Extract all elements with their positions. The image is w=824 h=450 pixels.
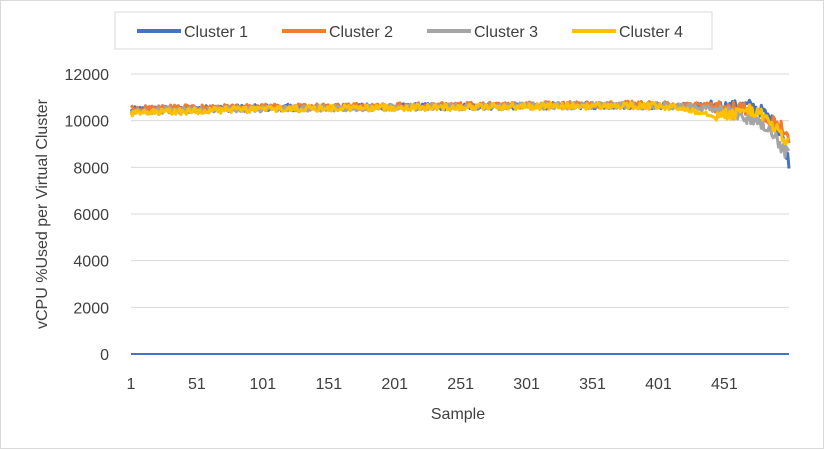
x-tick-label-251: 251 [447,376,474,393]
y-tick-label-2000: 2000 [73,300,109,317]
legend-label-4: Cluster 4 [619,24,683,41]
series-line-4 [129,101,790,146]
legend-label-2: Cluster 2 [329,24,393,41]
x-tick-label-451: 451 [711,376,738,393]
y-axis-title: vCPU %Used per Virtual Cluster [34,98,51,329]
x-tick-label-201: 201 [381,376,408,393]
x-tick-label-401: 401 [645,376,672,393]
x-tick-label-351: 351 [579,376,606,393]
legend-label-3: Cluster 3 [474,24,538,41]
x-tick-label-301: 301 [513,376,540,393]
y-tick-label-6000: 6000 [73,207,109,224]
y-tick-label-4000: 4000 [73,254,109,271]
x-tick-label-101: 101 [250,376,277,393]
y-axis-tick-labels: 0 2000 4000 6000 8000 10000 12000 [65,67,110,364]
y-tick-label-10000: 10000 [65,114,110,131]
series-layer [129,98,791,169]
legend-label-1: Cluster 1 [184,24,248,41]
y-tick-label-8000: 8000 [73,160,109,177]
x-tick-label-1: 1 [127,376,136,393]
x-axis-tick-labels: 1 51 101 151 201 251 301 351 401 451 [127,376,738,393]
y-tick-label-0: 0 [100,347,109,364]
legend: Cluster 1 Cluster 2 Cluster 3 Cluster 4 [114,11,713,50]
y-tick-label-12000: 12000 [65,67,110,84]
x-axis-title: Sample [431,406,485,423]
x-tick-label-51: 51 [188,376,206,393]
x-tick-label-151: 151 [315,376,342,393]
gridlines [131,73,789,355]
